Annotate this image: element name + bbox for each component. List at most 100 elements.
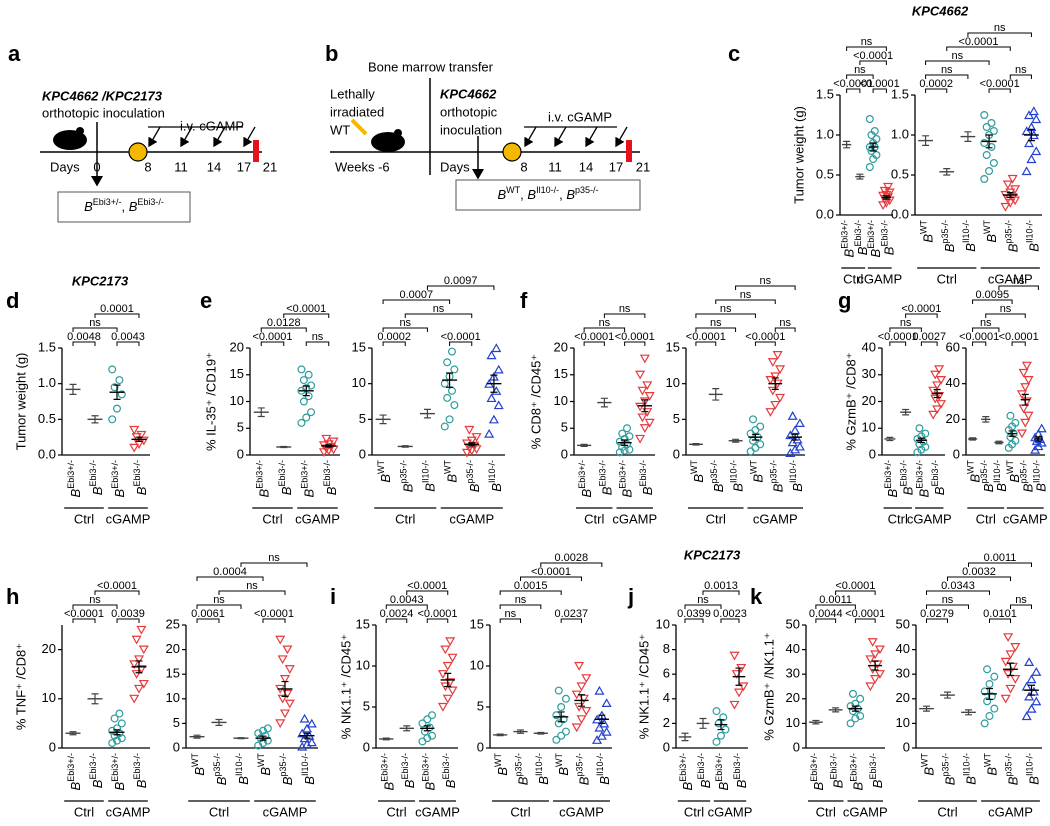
y-tick-label: 15 bbox=[166, 666, 180, 681]
category-genotype: WT bbox=[555, 753, 565, 767]
y-tick-label: 0 bbox=[363, 739, 370, 754]
data-point bbox=[559, 715, 568, 724]
data-point bbox=[557, 731, 566, 740]
data-point bbox=[644, 418, 655, 428]
significance-label: ns bbox=[861, 36, 873, 48]
category-genotype: Ebi3-/- bbox=[132, 460, 142, 487]
data-point bbox=[765, 408, 776, 417]
tumor-marker bbox=[502, 142, 522, 162]
x-tick-label: BIl10-/- bbox=[1025, 753, 1042, 785]
data-point bbox=[623, 424, 632, 433]
category-prefix: B bbox=[302, 488, 317, 497]
x-tick-label: BEbi3-/- bbox=[899, 460, 916, 495]
error-bar bbox=[580, 443, 588, 448]
genotype-sup: Il10-/- bbox=[536, 185, 559, 195]
category-prefix: B bbox=[1027, 776, 1042, 785]
x-tick-label: BIl10-/- bbox=[1025, 220, 1042, 252]
x-tick-label: BIl10-/- bbox=[1032, 460, 1049, 492]
treatment-label: i.v. cGAMP bbox=[548, 109, 612, 124]
significance-label: <0.0001 bbox=[860, 78, 900, 90]
category-genotype: Ebi3-/- bbox=[88, 753, 98, 780]
data-point bbox=[865, 114, 874, 123]
x-tick-label: BIl10-/- bbox=[788, 460, 805, 492]
y-tick-label: 60 bbox=[946, 339, 960, 354]
significance-label: <0.0001 bbox=[574, 331, 614, 343]
x-tick-label: BEbi3-/- bbox=[598, 460, 615, 495]
data-point bbox=[117, 719, 126, 728]
x-tick-label: BEbi3+/- bbox=[883, 460, 900, 497]
data-point bbox=[1005, 684, 1016, 694]
significance-label: ns bbox=[89, 317, 101, 329]
data-point bbox=[1000, 202, 1011, 212]
mouse-ear bbox=[76, 127, 84, 135]
error-bar bbox=[1008, 430, 1016, 437]
panel-heading: KPC2173 bbox=[72, 273, 129, 288]
significance-bracket bbox=[972, 341, 987, 346]
y-tick-label: 1.5 bbox=[38, 339, 56, 354]
x-tick-label: BWT bbox=[919, 220, 936, 243]
group-label: cGAMP bbox=[988, 804, 1033, 819]
significance-label: ns bbox=[900, 317, 912, 329]
significance-bracket bbox=[815, 618, 837, 623]
data-point bbox=[1007, 174, 1018, 184]
panel-letter: e bbox=[200, 288, 212, 313]
category-prefix: B bbox=[933, 486, 948, 495]
significance-label: ns bbox=[515, 594, 527, 606]
category-prefix: B bbox=[791, 483, 806, 492]
data-point bbox=[554, 719, 563, 728]
category-genotype: WT bbox=[1005, 460, 1015, 474]
significance-label: <0.0001 bbox=[254, 608, 294, 620]
genotype-text: BWT, BIl10-/-, Bp35-/- bbox=[497, 185, 598, 202]
error-bar bbox=[902, 408, 910, 416]
group-label: cGAMP bbox=[263, 804, 308, 819]
data-point bbox=[279, 675, 291, 684]
significance-bracket bbox=[972, 299, 1013, 304]
significance-bracket bbox=[846, 46, 887, 51]
data-point bbox=[129, 660, 140, 670]
category-genotype: Ebi3+/- bbox=[883, 460, 893, 489]
x-tick-label: Bp35-/- bbox=[575, 753, 592, 785]
data-point bbox=[493, 400, 504, 410]
significance-bracket bbox=[859, 60, 887, 65]
x-tick-label: BEbi3+/- bbox=[809, 753, 826, 790]
significance-label: <0.0001 bbox=[286, 303, 326, 315]
significance-bracket bbox=[583, 341, 605, 346]
y-tick-label: 0 bbox=[561, 446, 568, 461]
y-tick-label: 20 bbox=[946, 411, 960, 426]
x-tick-label: BWT bbox=[190, 753, 207, 776]
significance-bracket bbox=[94, 590, 140, 595]
significance-label: ns bbox=[619, 303, 631, 315]
significance-label: 0.0002 bbox=[377, 331, 411, 343]
x-tick-label: BEbi3-/- bbox=[869, 753, 886, 788]
x-tick-label: BIl10-/- bbox=[487, 460, 504, 492]
x-tick-label: BEbi3+/- bbox=[714, 753, 731, 790]
data-point bbox=[301, 723, 313, 733]
data-point bbox=[1020, 418, 1031, 428]
data-point bbox=[1024, 691, 1035, 701]
category-genotype: Ebi3+/- bbox=[110, 460, 120, 489]
significance-bracket bbox=[835, 590, 876, 595]
significance-bracket bbox=[499, 604, 542, 609]
error-bar bbox=[135, 436, 143, 443]
data-point bbox=[879, 186, 890, 196]
data-point bbox=[117, 390, 126, 399]
y-tick-label: 20 bbox=[896, 690, 910, 705]
category-prefix: B bbox=[68, 488, 83, 497]
error-bar bbox=[944, 691, 951, 699]
panel-letter: i bbox=[330, 584, 336, 609]
y-tick-label: 10 bbox=[230, 393, 244, 408]
category-prefix: B bbox=[1008, 474, 1023, 483]
x-tick-label: BWT bbox=[376, 460, 393, 483]
data-point bbox=[299, 376, 308, 385]
x-tick-label: BIl10-/- bbox=[992, 460, 1009, 492]
endpoint-bar bbox=[253, 140, 259, 162]
panel-letter: h bbox=[6, 584, 19, 609]
genotype-sup: Ebi3-/- bbox=[137, 197, 164, 207]
group-label: cGAMP bbox=[708, 804, 753, 819]
error-bar bbox=[598, 714, 606, 724]
significance-label: 0.0023 bbox=[713, 608, 747, 620]
significance-bracket bbox=[925, 88, 948, 93]
significance-label: 0.0015 bbox=[514, 580, 548, 592]
error-bar bbox=[943, 168, 951, 176]
data-point bbox=[484, 428, 495, 438]
